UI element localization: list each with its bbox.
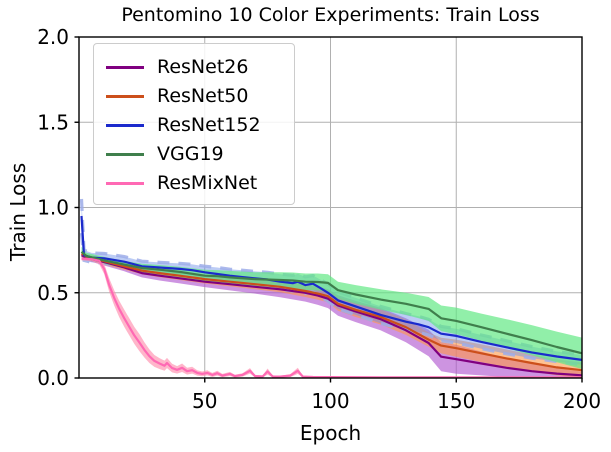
x-axis-label: Epoch [299,421,362,445]
series-line-ResNet50 [80,252,582,372]
legend-line-swatch [106,152,144,156]
legend-item-ResNet26: ResNet26 [106,53,284,81]
legend-label: ResNet50 [157,85,249,107]
legend-label: ResNet26 [157,56,249,78]
legend-line-swatch [106,181,144,185]
legend: ResNet26 ResNet50 ResNet152 VGG19 ResMixNet [93,43,295,205]
legend-item-ResMixNet: ResMixNet [106,169,284,197]
y-axis-label: Train Loss [6,162,30,262]
series-line-ResMixNet [81,257,582,378]
legend-label: ResNet152 [157,114,261,136]
y-tick-label-0.0: 0.0 [37,366,69,390]
legend-item-ResNet152: ResNet152 [106,111,284,139]
series-line-VGG19 [80,250,582,355]
x-tick-label-100: 100 [311,389,349,413]
y-tick-label-0.5: 0.5 [37,281,69,305]
legend-item-VGG19: VGG19 [106,140,284,168]
y-tick-label-1.5: 1.5 [37,110,69,134]
x-tick-label-150: 150 [437,389,475,413]
legend-line-swatch [106,65,144,69]
band-edge-lower-ResNet152 [79,232,582,367]
series-line-ResNet26 [80,254,582,377]
legend-line-swatch [106,94,144,98]
y-tick-label-1.0: 1.0 [37,196,69,220]
chart-title: Pentomino 10 Color Experiments: Train Lo… [121,4,540,26]
x-tick-label-50: 50 [192,389,217,413]
y-tick-label-2.0: 2.0 [37,25,69,49]
band-VGG19 [81,246,582,369]
legend-label: VGG19 [157,143,224,165]
legend-label: ResMixNet [157,172,258,194]
legend-item-ResNet50: ResNet50 [106,82,284,110]
legend-line-swatch [106,123,144,127]
x-tick-label-200: 200 [563,389,601,413]
